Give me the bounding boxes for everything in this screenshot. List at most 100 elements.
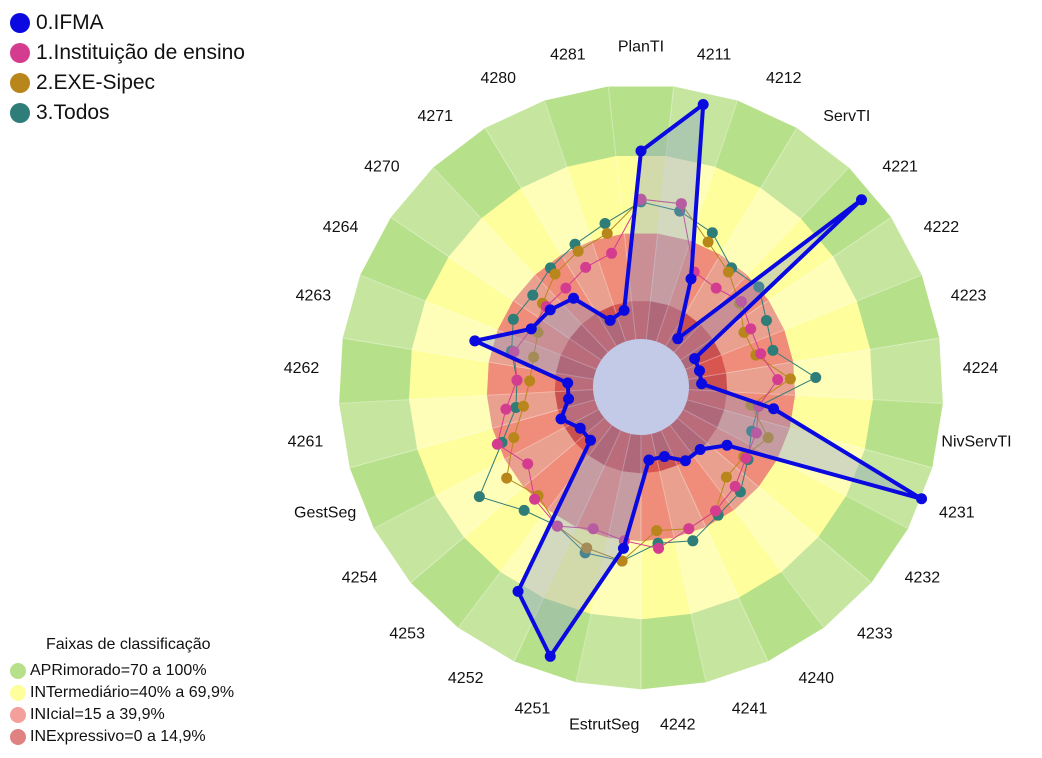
data-point[interactable] [767, 344, 779, 356]
legend-item-todos[interactable]: 3.Todos [10, 98, 245, 128]
data-point[interactable] [689, 353, 701, 365]
data-point[interactable] [760, 314, 772, 326]
data-point[interactable] [784, 373, 796, 385]
data-point[interactable] [518, 504, 530, 516]
band-marker [10, 663, 26, 679]
data-point[interactable] [653, 542, 665, 554]
data-point[interactable] [721, 439, 733, 451]
axis-label-4211: 4211 [697, 46, 732, 63]
data-point[interactable] [555, 413, 567, 425]
legend-item-instituicao[interactable]: 1.Instituição de ensino [10, 38, 245, 68]
axis-spoke [640, 337, 940, 388]
data-point[interactable] [549, 268, 561, 280]
data-point[interactable] [599, 218, 611, 230]
data-point[interactable] [706, 227, 718, 239]
data-point[interactable] [568, 292, 580, 304]
data-point[interactable] [517, 400, 529, 412]
data-point[interactable] [581, 542, 593, 554]
data-point[interactable] [580, 261, 592, 273]
band-label: APRimorado=70 a 100% [30, 662, 207, 679]
data-point[interactable] [768, 403, 780, 415]
axis-spokes [339, 86, 943, 689]
data-point[interactable] [720, 471, 732, 483]
data-point[interactable] [916, 493, 928, 505]
data-point[interactable] [527, 289, 539, 301]
data-point[interactable] [469, 335, 481, 347]
data-point[interactable] [525, 323, 537, 335]
data-point[interactable] [604, 314, 616, 326]
series-legend: 0.IFMA 1.Instituição de ensino 2.EXE-Sip… [10, 8, 245, 128]
data-point[interactable] [694, 444, 706, 456]
data-point[interactable] [710, 505, 722, 517]
data-point[interactable] [587, 523, 599, 535]
data-point[interactable] [529, 493, 541, 505]
data-point[interactable] [710, 282, 722, 294]
data-point[interactable] [745, 323, 757, 335]
axis-label-4261: 4261 [288, 434, 324, 451]
data-point[interactable] [679, 455, 691, 467]
data-point[interactable] [616, 555, 628, 567]
data-point[interactable] [753, 281, 765, 293]
data-point[interactable] [772, 374, 784, 386]
data-point[interactable] [635, 145, 647, 157]
data-point[interactable] [508, 346, 520, 358]
data-point[interactable] [651, 525, 663, 537]
data-point[interactable] [729, 480, 741, 492]
data-point[interactable] [683, 523, 695, 535]
data-point[interactable] [512, 585, 524, 597]
axis-label-servti: ServTI [823, 108, 870, 125]
data-point[interactable] [635, 193, 647, 205]
data-point[interactable] [693, 365, 705, 377]
data-point[interactable] [551, 520, 563, 532]
data-point[interactable] [618, 304, 630, 316]
data-point[interactable] [544, 304, 556, 316]
data-point[interactable] [735, 296, 747, 308]
data-point[interactable] [750, 427, 762, 439]
legend-item-ifma[interactable]: 0.IFMA [10, 8, 245, 38]
data-point[interactable] [563, 393, 575, 405]
data-point[interactable] [544, 650, 556, 662]
data-point[interactable] [507, 313, 519, 325]
data-point[interactable] [702, 236, 714, 248]
legend-label: 3.Todos [36, 101, 110, 124]
data-point[interactable] [855, 194, 867, 206]
data-point[interactable] [524, 375, 536, 387]
data-point[interactable] [697, 98, 709, 110]
data-point[interactable] [601, 227, 613, 239]
axis-label-4280: 4280 [480, 70, 516, 87]
data-point[interactable] [740, 452, 752, 464]
data-point[interactable] [762, 432, 774, 444]
data-point[interactable] [585, 434, 597, 446]
data-point[interactable] [617, 542, 629, 554]
data-point[interactable] [606, 247, 618, 259]
data-point[interactable] [501, 472, 513, 484]
data-point[interactable] [755, 348, 767, 360]
data-point[interactable] [528, 351, 540, 363]
data-point[interactable] [473, 491, 485, 503]
axis-label-4251: 4251 [515, 701, 551, 718]
data-point[interactable] [658, 451, 670, 463]
axis-spoke [544, 100, 642, 388]
series-layer [469, 98, 928, 662]
data-point[interactable] [574, 422, 586, 434]
data-point[interactable] [522, 458, 534, 470]
data-point[interactable] [672, 333, 684, 345]
data-point[interactable] [643, 454, 655, 466]
data-point[interactable] [562, 377, 574, 389]
band-item-aprimorado: APRimorado=70 a 100% [10, 660, 234, 682]
data-point[interactable] [511, 374, 523, 386]
legend-item-exe-sipec[interactable]: 2.EXE-Sipec [10, 68, 245, 98]
data-point[interactable] [491, 438, 503, 450]
data-point[interactable] [572, 245, 584, 257]
data-point[interactable] [696, 378, 708, 390]
data-point[interactable] [685, 273, 697, 285]
axis-label-4224: 4224 [963, 360, 999, 377]
data-point[interactable] [675, 198, 687, 210]
axis-label-estrutseg: EstrutSeg [569, 717, 639, 734]
data-point[interactable] [722, 266, 734, 278]
data-point[interactable] [810, 372, 822, 384]
data-point[interactable] [508, 432, 520, 444]
data-point[interactable] [687, 535, 699, 547]
data-point[interactable] [500, 403, 512, 415]
data-point[interactable] [560, 282, 572, 294]
